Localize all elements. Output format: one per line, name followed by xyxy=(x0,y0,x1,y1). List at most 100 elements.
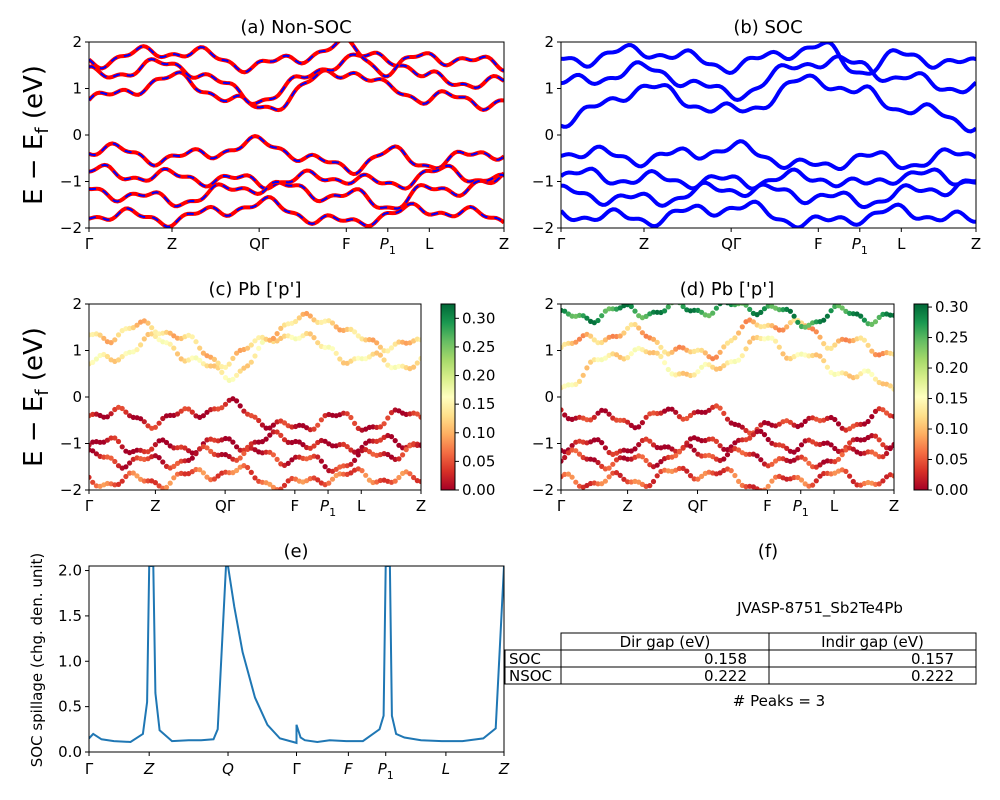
projection-point xyxy=(377,352,383,358)
projection-point xyxy=(259,339,265,345)
projection-point xyxy=(215,473,221,479)
projection-point xyxy=(891,473,894,479)
projection-point xyxy=(296,335,302,341)
projection-point xyxy=(388,345,395,351)
projection-point xyxy=(750,432,757,438)
projection-point xyxy=(160,459,166,465)
projection-point xyxy=(149,446,155,452)
projection-point xyxy=(400,452,406,458)
projection-point xyxy=(311,426,317,432)
projection-point xyxy=(747,435,753,441)
projection-point xyxy=(643,457,649,464)
projection-point xyxy=(758,422,764,428)
projection-point xyxy=(108,340,114,346)
projection-point xyxy=(108,435,114,441)
projection-point xyxy=(145,449,151,455)
projection-point xyxy=(632,446,638,452)
projection-point xyxy=(639,454,646,460)
projection-point xyxy=(795,319,801,325)
projection-point xyxy=(141,449,147,455)
projection-point xyxy=(134,347,140,353)
projection-point xyxy=(193,451,199,457)
projection-point xyxy=(728,468,734,474)
projection-point xyxy=(821,470,827,477)
projection-point xyxy=(145,478,151,484)
projection-point xyxy=(588,333,594,339)
projection-point xyxy=(691,372,697,378)
projection-point xyxy=(662,444,668,450)
projection-point xyxy=(817,353,823,359)
projection-point xyxy=(322,438,328,444)
projection-point xyxy=(613,470,620,476)
ytick-label: −1 xyxy=(60,173,82,191)
colorbar-tick-label: 0.30 xyxy=(462,309,495,327)
projection-point xyxy=(632,308,638,314)
projection-point xyxy=(281,333,288,339)
projection-point xyxy=(315,319,321,325)
projection-point xyxy=(267,481,273,487)
projection-point xyxy=(813,329,819,335)
projection-point xyxy=(256,417,262,424)
projection-point xyxy=(865,342,871,348)
projection-point xyxy=(211,476,217,482)
panel-a-plot: −2 −1 0 1 2 Γ Z QΓ F P1 L Z xyxy=(60,33,509,257)
projection-point xyxy=(115,481,122,487)
colorbar-tick-label: 0.00 xyxy=(935,481,968,499)
projection-point xyxy=(850,446,856,452)
projection-point xyxy=(625,325,631,331)
xtick-label: Γ xyxy=(557,235,566,253)
projection-point xyxy=(281,420,288,426)
projection-point xyxy=(329,476,336,482)
panel-c-title: (c) Pb ['p'] xyxy=(208,279,301,300)
table-value: 0.222 xyxy=(911,667,954,685)
projection-point xyxy=(591,357,597,363)
projection-point xyxy=(761,306,768,312)
projection-point xyxy=(736,357,742,363)
projection-point xyxy=(628,322,634,328)
projection-point xyxy=(699,309,705,315)
projection-point xyxy=(747,451,753,457)
projection-point xyxy=(167,412,173,418)
projection-point xyxy=(821,341,827,347)
projection-point xyxy=(252,338,258,344)
ytick-label: 1 xyxy=(544,80,554,98)
ytick-label: 2 xyxy=(72,295,82,313)
projection-point xyxy=(204,363,210,369)
projection-point xyxy=(145,423,151,429)
projection-point xyxy=(595,437,601,443)
panel-e: (e) SOC spillage (chg. den. unit) 0.0 0.5… xyxy=(28,541,510,782)
projection-point xyxy=(865,368,871,374)
projection-point xyxy=(115,332,122,338)
projection-point xyxy=(355,448,361,454)
projection-point xyxy=(872,408,879,414)
projection-point xyxy=(588,417,594,423)
projection-point xyxy=(817,473,823,479)
ytick-label: 0.5 xyxy=(58,698,82,716)
projection-point xyxy=(141,419,147,425)
colorbar-tick-label: 0.10 xyxy=(462,424,495,442)
ytick-label: 1 xyxy=(72,342,82,360)
projection-point xyxy=(152,424,158,430)
projection-point xyxy=(773,442,779,448)
projection-point xyxy=(418,355,421,362)
projection-point xyxy=(613,417,620,423)
colorbar-tick-label: 0.20 xyxy=(462,367,495,385)
projection-point xyxy=(149,325,155,331)
projection-point xyxy=(636,442,642,448)
projection-point xyxy=(167,341,173,347)
projection-point xyxy=(344,411,350,417)
projection-point xyxy=(396,456,402,462)
projection-point xyxy=(237,447,243,453)
xtick-label: F xyxy=(814,235,823,253)
projection-point xyxy=(758,457,764,463)
projection-point xyxy=(237,403,243,409)
projection-point xyxy=(584,315,590,321)
xtick-label: L xyxy=(442,760,450,778)
projection-point xyxy=(784,324,790,330)
projection-point xyxy=(138,416,144,422)
projection-point xyxy=(769,461,775,467)
projection-point xyxy=(684,468,690,474)
projection-point xyxy=(724,340,731,346)
projection-point xyxy=(776,344,782,350)
projection-point xyxy=(569,443,575,449)
